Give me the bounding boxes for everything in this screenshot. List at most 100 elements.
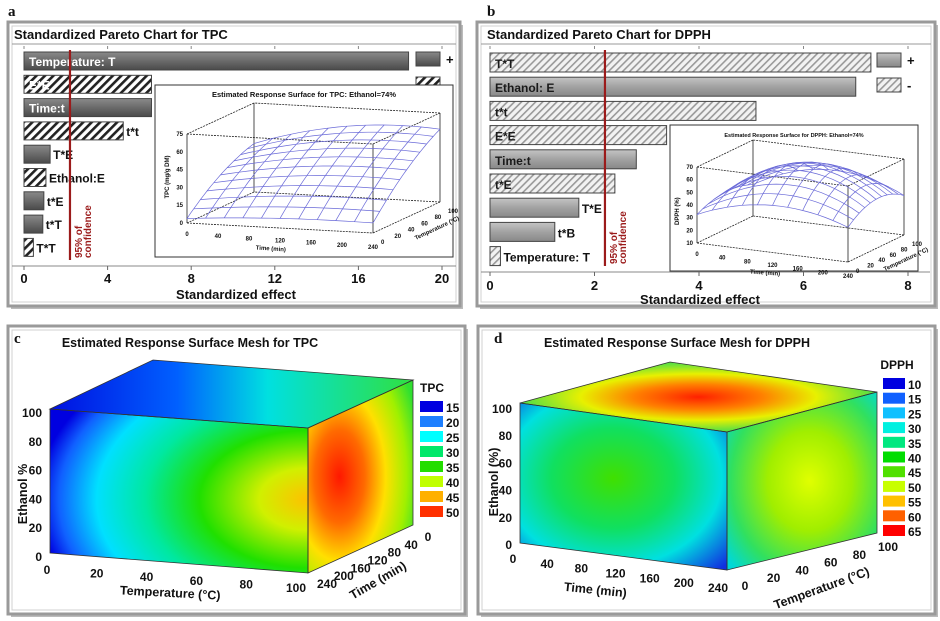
bar-negative: [23, 168, 47, 187]
bar-label: Ethanol: E: [495, 81, 554, 95]
bar-positive: [23, 98, 152, 118]
confidence-label: confidence: [618, 211, 629, 264]
panel-label-c: c: [14, 331, 21, 347]
legend-label: 25: [908, 407, 922, 421]
legend-swatch-negative: [876, 77, 902, 93]
legend-label: 40: [908, 452, 922, 466]
legend-label: 45: [446, 491, 460, 505]
mesh-line: [240, 139, 427, 155]
pareto-chart-frame-inner: [11, 25, 457, 303]
legend-label-negative: -: [907, 78, 911, 93]
y-tick-label: 20: [29, 521, 43, 535]
inset-z-tick: 20: [394, 234, 401, 240]
x-tick-label: 60: [190, 574, 204, 588]
y-tick-label: 0: [35, 550, 42, 564]
y-tick-label: 40: [499, 484, 513, 498]
bar-label: t*t: [126, 125, 139, 139]
bar-positive: [23, 191, 45, 211]
chart-title: Standardized Pareto Chart for TPC: [14, 27, 228, 42]
z-tick-label: 80: [853, 548, 867, 562]
bar-label: t*E: [495, 178, 512, 192]
x-tick-label: 0: [486, 278, 493, 293]
z-tick-label: 60: [824, 556, 838, 570]
x-tick-label: 0: [20, 271, 27, 286]
inset-y-tick: 60: [176, 150, 183, 156]
bar-label: Ethanol:E: [49, 172, 105, 186]
inset-y-tick: 50: [686, 190, 693, 196]
legend-label: 35: [908, 437, 922, 451]
legend-label: 50: [446, 506, 460, 520]
x-tick-label: 0: [510, 552, 517, 566]
mesh-line: [316, 124, 385, 220]
inset-y-tick: 40: [686, 203, 693, 209]
bar-label: Time:t: [495, 154, 531, 168]
y-tick-label: 100: [492, 402, 512, 416]
bar-positive: [23, 144, 51, 164]
x-tick-label: 240: [708, 581, 728, 595]
inset-x-tick: 80: [744, 259, 751, 265]
inset-x-label: Time (min): [255, 245, 286, 253]
confidence-label: 95% of: [74, 225, 85, 258]
bar-label: t*E: [47, 195, 64, 209]
bar-negative: [489, 246, 501, 267]
inset-y-tick: 60: [686, 178, 693, 184]
inset-z-tick: 40: [878, 258, 885, 264]
bar-negative: [23, 74, 152, 94]
bar-label: Temperature: T: [503, 251, 590, 265]
x-tick-label: 80: [575, 562, 589, 576]
panel-label-b: b: [487, 4, 495, 20]
cube-right-face: [308, 380, 413, 573]
inset-response-surface-mesh: [696, 161, 905, 228]
mesh-line: [253, 124, 441, 144]
bar-negative: [23, 237, 34, 257]
legend-label: 55: [908, 496, 922, 510]
mesh-line: [832, 183, 890, 221]
cube-right-face: [727, 392, 877, 570]
inset-x-tick: 40: [719, 256, 726, 262]
x-tick-label: 6: [800, 278, 807, 293]
bar-negative: [489, 52, 872, 73]
z-tick-label: 160: [351, 561, 371, 575]
legend-label-positive: +: [907, 53, 915, 68]
x-tick-label: 4: [104, 271, 112, 286]
z-tick-label: 240: [317, 577, 337, 591]
bar-label: t*T: [46, 218, 63, 232]
x-tick-label: 120: [605, 567, 625, 581]
z-tick-label: 200: [334, 569, 354, 583]
y-tick-label: 0: [505, 538, 512, 552]
mesh-line: [847, 193, 905, 228]
x-tick-label: 80: [240, 577, 254, 591]
inset-y-tick: 45: [176, 168, 183, 174]
inset-z-tick: 40: [408, 228, 415, 234]
x-tick-label: 20: [90, 567, 104, 581]
bar-label: E*E: [495, 130, 516, 144]
response-surface-cube: [519, 361, 878, 571]
legend-swatch-positive: [415, 51, 441, 67]
bar-label: T*E: [582, 202, 602, 216]
inset-z-tick: 60: [421, 221, 428, 227]
inset-x-label: Time (min): [750, 270, 781, 278]
mesh-line: [354, 126, 422, 222]
inset-z-tick: 80: [435, 215, 442, 221]
legend-label: 35: [446, 461, 460, 475]
bar-label: t*B: [558, 226, 576, 240]
inset-x-tick: 160: [793, 267, 804, 273]
legend-label: 30: [908, 422, 922, 436]
mesh-line: [372, 128, 441, 224]
mesh-line: [298, 124, 366, 220]
x-axis-label: Temperature (°C): [120, 583, 221, 602]
z-tick-label: 20: [767, 571, 781, 585]
x-tick-label: 8: [188, 271, 195, 286]
y-axis-label: Ethanol %: [16, 464, 30, 524]
inset-y-label: DPPH (%): [675, 197, 681, 225]
x-axis-label: Standardized effect: [176, 287, 297, 302]
inset-x-tick: 200: [337, 243, 348, 249]
y-tick-label: 100: [22, 406, 42, 420]
legend-swatch-positive: [876, 52, 902, 68]
mesh-line: [247, 131, 434, 150]
legend-title: DPPH: [880, 358, 913, 372]
y-tick-label: 40: [29, 492, 43, 506]
z-tick-label: 120: [367, 554, 387, 568]
y-tick-label: 60: [499, 456, 513, 470]
